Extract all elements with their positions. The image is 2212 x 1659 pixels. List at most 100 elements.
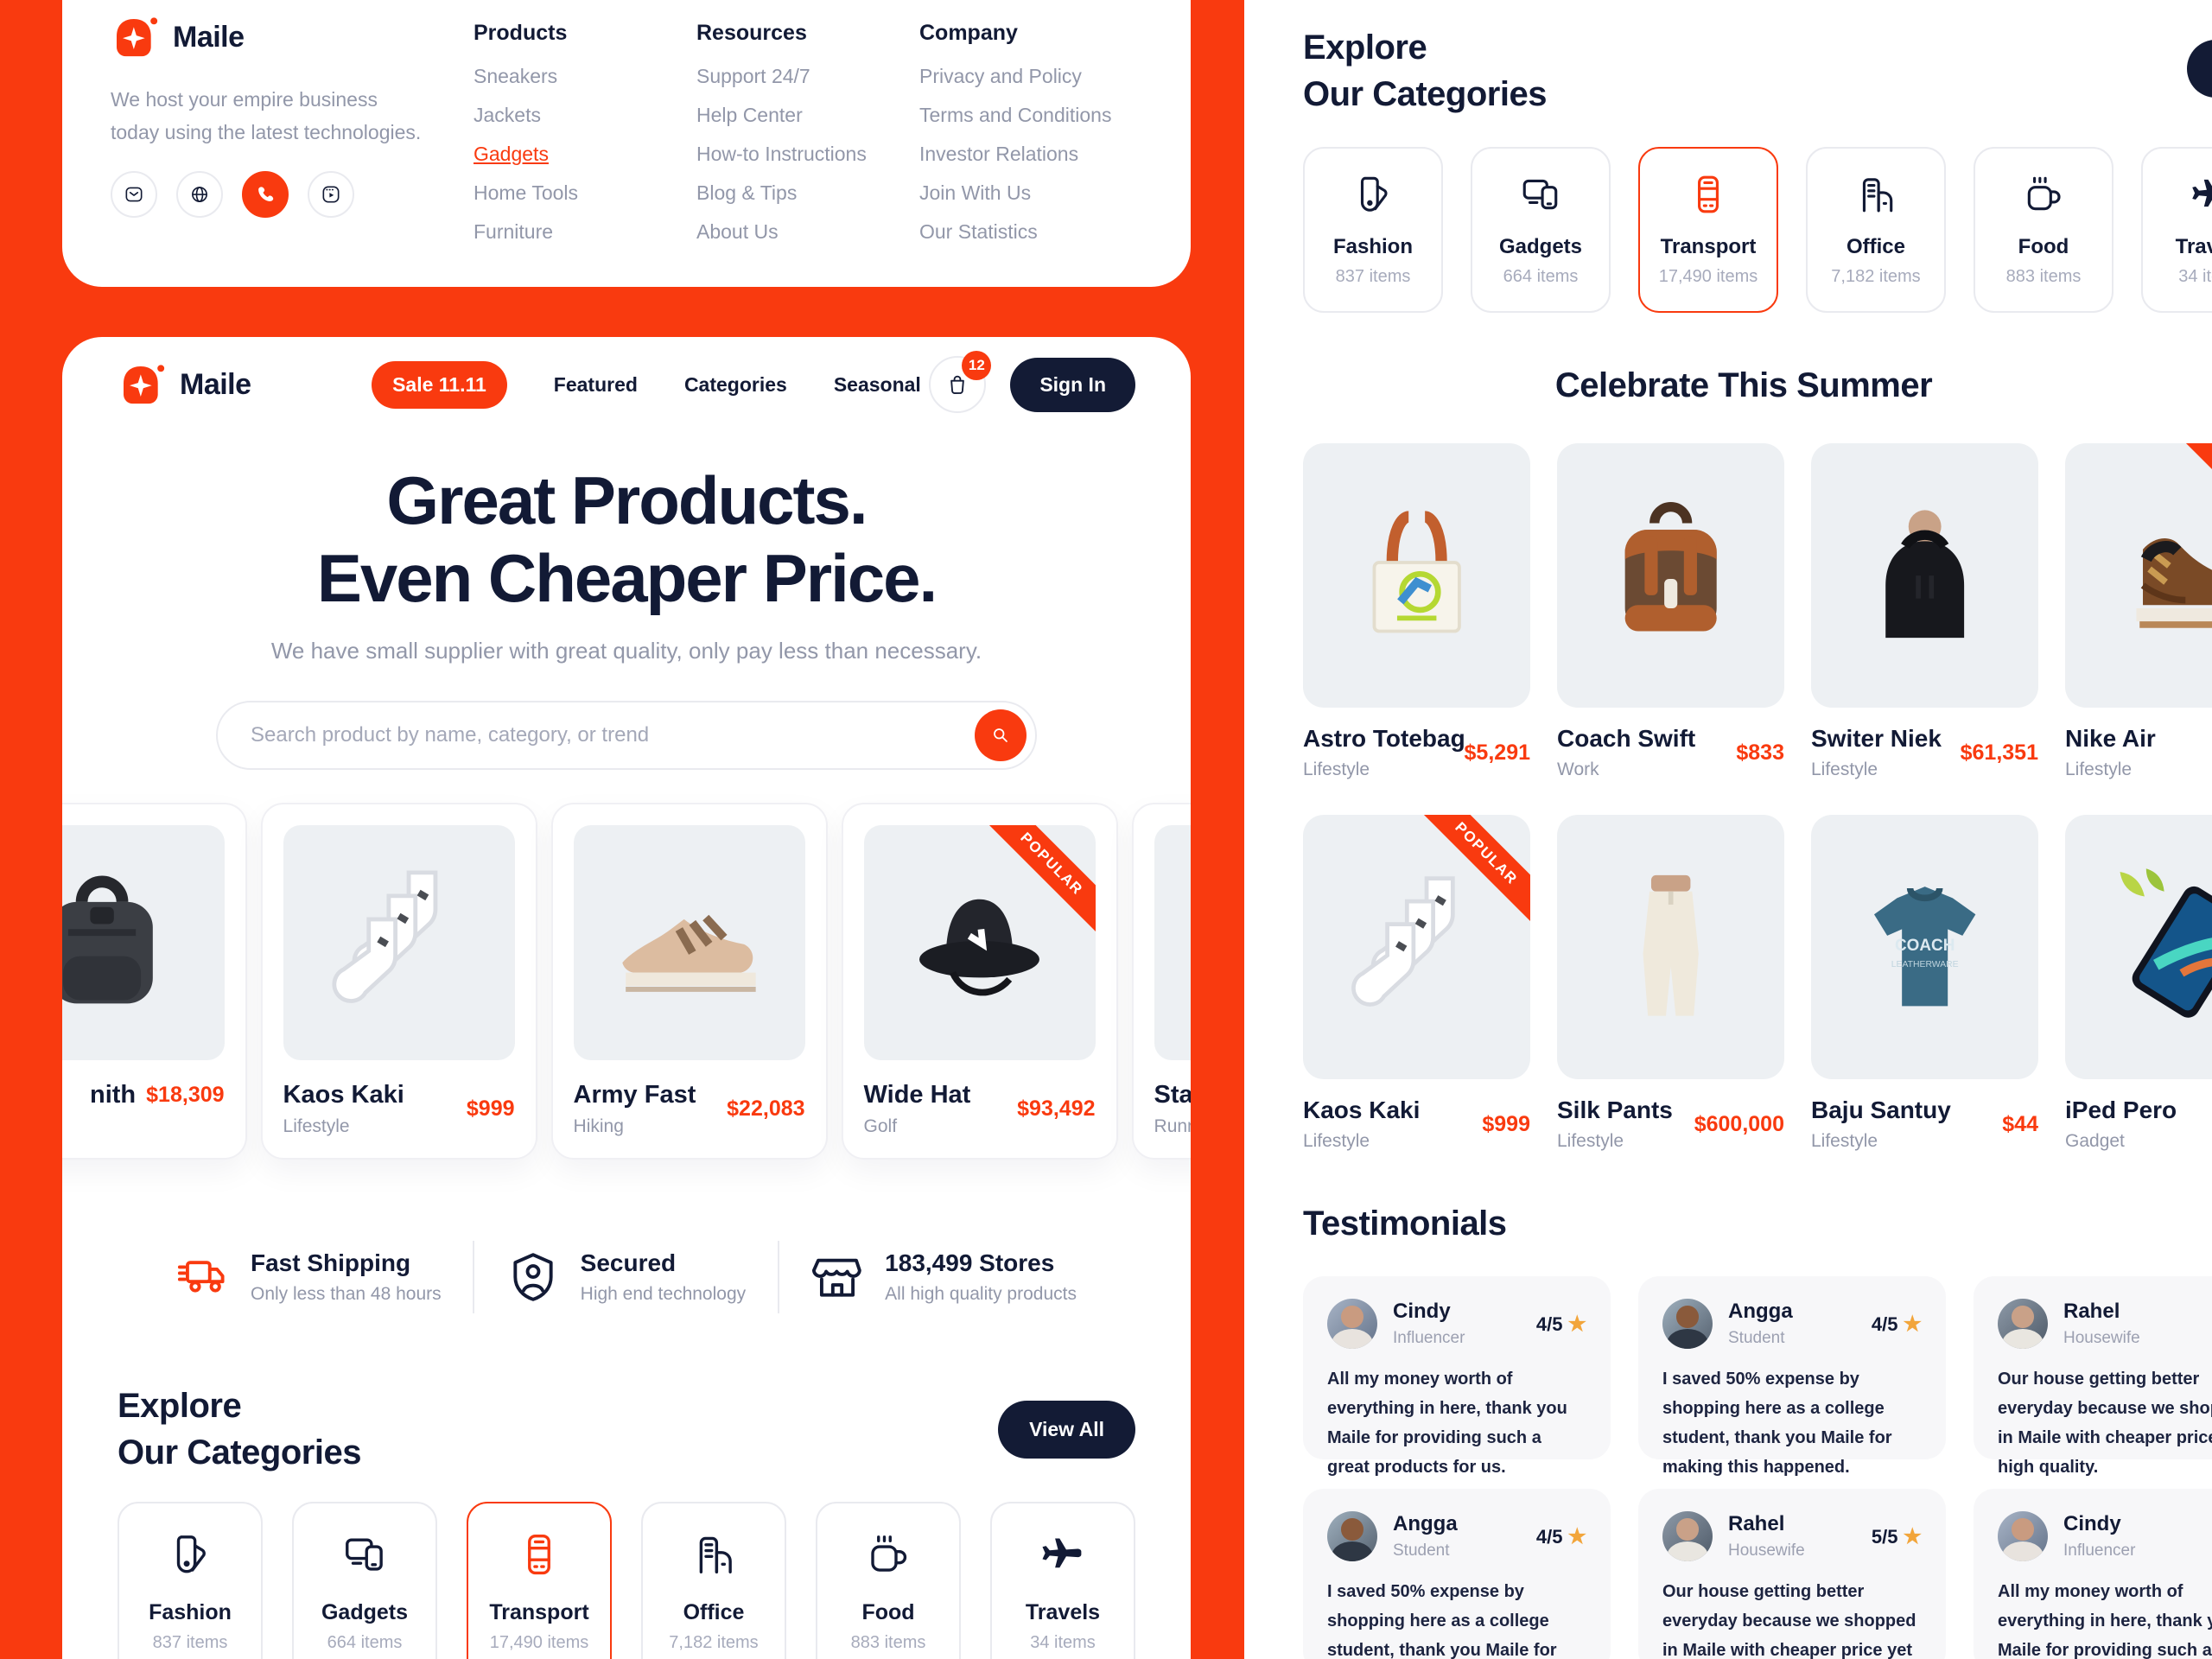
product-card[interactable]: Baju Santuy Lifestyle $44 (1811, 815, 2038, 1152)
product-card[interactable]: Kaos Kaki Lifestyle $999 (260, 803, 537, 1160)
hero-headline-line1: Great Products. (386, 462, 868, 538)
category-card[interactable]: Office 7,182 items (1806, 147, 1946, 313)
category-name: Food (2018, 235, 2069, 258)
footer-link[interactable]: Blog & Tips (696, 181, 798, 204)
search-button[interactable] (975, 709, 1027, 761)
footer-link[interactable]: Join With Us (919, 181, 1032, 204)
nav-link[interactable]: Featured (553, 372, 638, 396)
product-card[interactable]: POPULAR Wide Hat Golf $93,492 (841, 803, 1118, 1160)
product-card[interactable]: POPULAR Kaos Kaki Lifestyle $999 (1303, 815, 1530, 1152)
footer-column: Company Privacy and Policy Terms and Con… (919, 16, 1142, 287)
footer-link[interactable]: Terms and Conditions (919, 104, 1112, 126)
social-button[interactable] (111, 171, 157, 218)
avatar (1998, 1511, 2048, 1561)
footer-link[interactable]: Investor Relations (919, 143, 1079, 165)
product-title: Astro Totebag (1303, 725, 1465, 752)
footer-link[interactable]: Help Center (696, 104, 803, 126)
footer-link[interactable]: Privacy and Policy (919, 65, 1082, 87)
footer-link[interactable]: Sneakers (474, 65, 558, 87)
footer-link[interactable]: Support 24/7 (696, 65, 810, 87)
footer-link[interactable]: Our Statistics (919, 220, 1038, 243)
category-card[interactable]: Transport 17,490 items (1638, 147, 1778, 313)
star-icon: ★ (1903, 1312, 1922, 1336)
testimonial-card: Rahel Housewife Our house getting better… (1974, 1276, 2212, 1477)
footer-link[interactable]: About Us (696, 220, 779, 243)
category-icon (1039, 1531, 1086, 1578)
product-image-tile (1154, 825, 1191, 1060)
footer-link[interactable]: Jackets (474, 104, 541, 126)
category-card[interactable]: Transport 17,490 items (467, 1502, 612, 1659)
category-card[interactable]: Gadgets 664 items (1471, 147, 1611, 313)
product-art (1843, 852, 2006, 1042)
footer-link[interactable]: Home Tools (474, 181, 579, 204)
social-button[interactable] (308, 171, 354, 218)
product-card[interactable]: POPULAR Nike Air Lifestyle (2065, 443, 2212, 780)
product-meta: iPed Pero Gadget (2065, 1096, 2212, 1152)
category-card[interactable]: Travels 34 items (990, 1502, 1135, 1659)
product-image-tile (1811, 443, 2038, 708)
footer-link[interactable]: How-to Instructions (696, 143, 867, 165)
product-category: Lifestyle (1811, 760, 1878, 779)
category-card[interactable]: Travels 34 items (2141, 147, 2212, 313)
nav-link[interactable]: Seasonal (833, 372, 921, 396)
product-card[interactable]: Coach Swift Work $833 (1557, 443, 1784, 780)
social-button[interactable] (176, 171, 223, 218)
sign-in-button[interactable]: Sign In (1010, 357, 1135, 412)
product-image-tile: POPULAR (863, 825, 1096, 1060)
social-button[interactable] (242, 171, 289, 218)
category-grid: Fashion 837 items Gadgets 664 items Tran… (118, 1502, 1135, 1659)
social-links (111, 171, 430, 218)
category-card[interactable]: Gadgets 664 items (292, 1502, 437, 1659)
product-meta: nith $18,309 (62, 1081, 225, 1109)
category-icon (2022, 173, 2065, 216)
avatar (1327, 1299, 1377, 1349)
product-carousel: nith $18,309 Kaos Kaki L (62, 803, 1191, 1160)
category-card[interactable]: Food 883 items (1974, 147, 2113, 313)
product-category: Lifestyle (2065, 760, 2133, 779)
product-card[interactable]: nith $18,309 (62, 803, 247, 1160)
sale-badge-button[interactable]: Sale 11.11 (372, 360, 507, 409)
product-card[interactable]: Astro Totebag Lifestyle $5,291 (1303, 443, 1530, 780)
feature-subtitle: All high quality products (885, 1284, 1077, 1304)
product-category: Gadget (2065, 1131, 2125, 1151)
search-bar (216, 701, 1037, 770)
category-card[interactable]: Fashion 837 items (118, 1502, 263, 1659)
maile-logo-icon (111, 16, 159, 59)
product-meta: Nike Air Lifestyle (2065, 725, 2212, 780)
product-card[interactable]: Army Fast Hiking $22,083 (550, 803, 828, 1160)
product-price: $18,309 (146, 1083, 225, 1107)
category-card[interactable]: Food 883 items (816, 1502, 961, 1659)
brand[interactable]: Maile (118, 363, 251, 406)
category-card[interactable]: Office 7,182 items (641, 1502, 786, 1659)
product-card[interactable]: Switer Niek Lifestyle $61,351 (1811, 443, 2038, 780)
category-icon (1687, 173, 1730, 216)
product-art (1186, 858, 1191, 1027)
search-input[interactable] (249, 722, 975, 748)
cart-button[interactable]: 12 (929, 351, 992, 413)
product-card[interactable]: Stan S Running (1131, 803, 1191, 1160)
feature-subtitle: High end technology (580, 1284, 747, 1304)
footer-link[interactable]: Gadgets (474, 143, 549, 165)
footer-link[interactable]: Furniture (474, 220, 554, 243)
view-all-button[interactable]: View All (998, 1400, 1135, 1459)
avatar (1327, 1511, 1377, 1561)
feature-subtitle: Only less than 48 hours (251, 1284, 442, 1304)
right-page-panel: Explore Our Categories View All Fashion … (1244, 0, 2212, 1659)
product-card[interactable]: iPed Pero Gadget (2065, 815, 2212, 1152)
testimonial-header: Rahel Housewife 5/5 ★ (1662, 1511, 1922, 1561)
category-name: Travels (1025, 1600, 1101, 1624)
product-image-tile (62, 825, 225, 1060)
testimonial-header: Rahel Housewife (1998, 1299, 2212, 1349)
product-art (1335, 852, 1498, 1042)
nav-link[interactable]: Categories (683, 372, 787, 396)
footer-link-list: Sneakers Jackets Gadgets Home Tools Furn… (474, 65, 696, 244)
product-card[interactable]: Silk Pants Lifestyle $600,000 (1557, 815, 1784, 1152)
footer-brand-block: Maile We host your empire business today… (111, 16, 430, 287)
nav-actions: 12 Sign In (929, 351, 1135, 413)
testimonial-card: Angga Student 4/5 ★ I saved 50% expense b… (1303, 1489, 1611, 1659)
summer-product-grid: Astro Totebag Lifestyle $5,291 Coach Swi… (1303, 443, 2212, 1152)
hero-headline-line2: Even Cheaper Price. (316, 540, 938, 616)
testimonial-name: Rahel (2063, 1300, 2120, 1323)
category-card[interactable]: Fashion 837 items (1303, 147, 1443, 313)
footer-column-title: Products (474, 21, 568, 45)
